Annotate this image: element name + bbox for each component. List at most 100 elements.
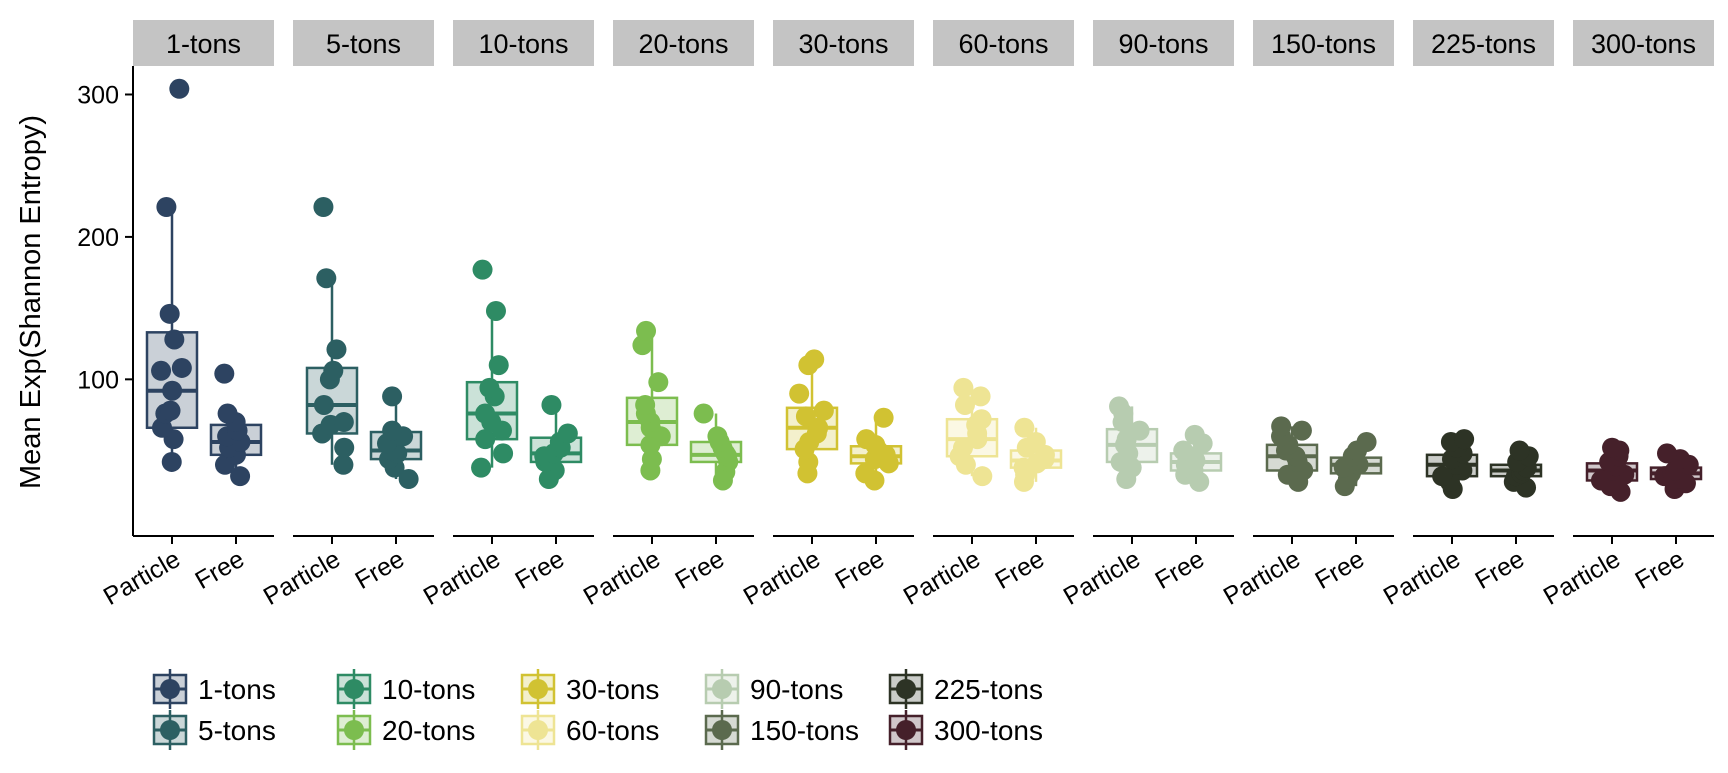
facet-panel: 30-tons Particle Free xyxy=(739,20,914,611)
facet-panel: 300-tons Particle Free xyxy=(1539,20,1714,611)
data-point xyxy=(472,259,493,280)
data-point xyxy=(160,400,181,421)
legend-label: 300-tons xyxy=(934,715,1043,746)
data-point xyxy=(1602,437,1623,458)
x-tick-label: Free xyxy=(670,545,729,595)
data-point xyxy=(1025,432,1046,452)
x-tick-label: Particle xyxy=(1059,545,1145,611)
legend-key-point xyxy=(528,679,548,699)
legend-label: 1-tons xyxy=(198,674,276,705)
data-point xyxy=(1173,440,1194,461)
legend-label: 60-tons xyxy=(566,715,659,746)
legend-item: 150-tons xyxy=(704,710,859,750)
facet-strip xyxy=(1573,20,1714,66)
legend-label: 225-tons xyxy=(934,674,1043,705)
data-point xyxy=(1014,417,1035,438)
legend: 1-tons 5-tons 10-tons 20-tons 30-tons 60-tons… xyxy=(152,669,1043,750)
data-point xyxy=(648,372,669,393)
x-tick-label: Particle xyxy=(259,545,345,611)
x-tick-label: Free xyxy=(1310,545,1369,595)
data-point xyxy=(382,386,403,407)
data-point xyxy=(953,437,974,458)
facet-strip xyxy=(933,20,1074,66)
data-point xyxy=(971,409,992,430)
data-point xyxy=(475,429,496,450)
x-tick-label: Free xyxy=(1150,545,1209,595)
x-tick-label: Free xyxy=(510,545,569,595)
legend-key-point xyxy=(160,720,180,740)
facet-panel: 5-tons Particle Free xyxy=(259,20,434,611)
y-axis-title: Mean Exp(Shannon Entropy) xyxy=(15,115,47,489)
data-point xyxy=(326,339,347,360)
x-tick-label: Particle xyxy=(899,545,985,611)
x-tick-label: Particle xyxy=(1219,545,1305,611)
data-point xyxy=(1509,440,1530,461)
x-tick-label: Particle xyxy=(1379,545,1465,611)
data-point xyxy=(493,443,514,464)
data-point xyxy=(970,386,991,407)
data-point xyxy=(972,466,993,487)
data-point xyxy=(789,383,810,404)
facet-strip-label: 20-tons xyxy=(638,29,728,59)
legend-item: 30-tons xyxy=(520,669,659,709)
legend-label: 90-tons xyxy=(750,674,843,705)
x-tick-label: Free xyxy=(1630,545,1689,595)
data-point xyxy=(382,420,403,441)
y-tick-label: 100 xyxy=(77,366,119,394)
data-point xyxy=(214,363,235,384)
legend-key-point xyxy=(896,720,916,740)
legend-key-point xyxy=(528,720,548,740)
y-axis: 100 200 300 xyxy=(77,66,134,536)
facet-strip xyxy=(293,20,434,66)
x-tick-label: Particle xyxy=(579,545,665,611)
data-point xyxy=(813,400,834,421)
facet-panel: 225-tons Particle Free xyxy=(1379,20,1554,611)
legend-item: 60-tons xyxy=(520,710,659,750)
facet-strip xyxy=(1253,20,1394,66)
data-point xyxy=(953,377,974,398)
data-point xyxy=(541,394,562,415)
x-tick-label: Particle xyxy=(99,545,185,611)
data-point xyxy=(323,360,344,381)
legend-item: 5-tons xyxy=(152,710,276,750)
data-point xyxy=(707,426,728,447)
y-tick-label: 200 xyxy=(77,224,119,252)
data-point xyxy=(334,437,355,458)
legend-label: 30-tons xyxy=(566,674,659,705)
facet-strip xyxy=(133,20,274,66)
data-point xyxy=(954,394,975,415)
facet-strip-label: 90-tons xyxy=(1118,29,1208,59)
facet-strip xyxy=(1413,20,1554,66)
data-point xyxy=(398,469,419,490)
data-point xyxy=(1109,396,1130,417)
facet-strip xyxy=(453,20,594,66)
facet-strip-label: 300-tons xyxy=(1591,29,1696,59)
legend-key-point xyxy=(712,679,732,699)
legend-key-point xyxy=(896,679,916,699)
data-point xyxy=(162,380,183,401)
legend-item: 20-tons xyxy=(336,710,475,750)
data-point xyxy=(475,403,496,424)
data-point xyxy=(471,457,492,478)
facet-panel: 1-tons Particle Free xyxy=(99,20,274,611)
legend-item: 300-tons xyxy=(888,710,1043,750)
data-point xyxy=(1184,424,1205,445)
x-tick-label: Free xyxy=(990,545,1049,595)
data-point xyxy=(1454,429,1475,450)
data-point xyxy=(488,355,509,376)
facet-strip-label: 1-tons xyxy=(166,29,241,59)
data-point xyxy=(1291,420,1312,441)
data-point xyxy=(169,78,190,99)
y-tick-label: 300 xyxy=(77,81,119,109)
data-point xyxy=(164,329,185,350)
x-tick-label: Particle xyxy=(739,545,825,611)
data-point xyxy=(156,197,177,217)
data-point xyxy=(313,394,334,415)
legend-label: 10-tons xyxy=(382,674,475,705)
data-point xyxy=(151,360,172,381)
legend-item: 225-tons xyxy=(888,669,1043,709)
data-point xyxy=(217,403,238,424)
